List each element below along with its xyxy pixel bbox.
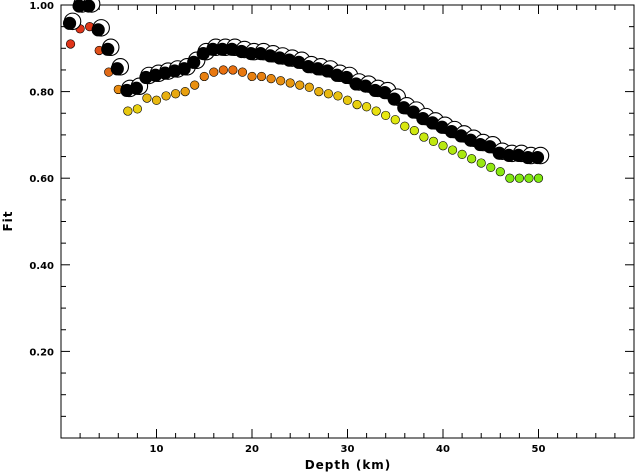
best-fit-data-point — [110, 58, 130, 76]
x-tick-label: 10 — [150, 444, 164, 455]
colored-data-point — [314, 86, 324, 97]
colored-data-point — [438, 141, 448, 151]
colored-data-point — [256, 71, 267, 82]
colored-data-point — [352, 99, 362, 110]
colored-data-point — [123, 106, 133, 116]
x-tick-label: 50 — [532, 444, 546, 455]
best-fit-data-point — [62, 12, 82, 31]
colored-data-point — [276, 76, 286, 86]
x-tick-label: 20 — [245, 444, 259, 455]
x-tick-label: 30 — [341, 444, 355, 455]
x-tick-label: 40 — [436, 444, 450, 455]
colored-data-point — [505, 173, 515, 183]
colored-data-point — [295, 80, 305, 90]
colored-data-point — [390, 115, 400, 125]
colored-data-point — [467, 154, 477, 164]
series-black-points — [62, 0, 550, 165]
colored-data-point — [447, 145, 458, 155]
colored-data-point — [419, 132, 429, 142]
colored-data-point — [333, 91, 343, 101]
best-fit-data-point — [101, 38, 120, 57]
colored-data-point — [142, 93, 152, 103]
colored-data-point — [171, 89, 181, 99]
colored-data-point — [323, 89, 334, 99]
colored-data-point — [428, 136, 439, 146]
colored-data-point — [209, 67, 219, 77]
axis-tick-labels: 10 20 30 40 50 0.20 0.40 0.60 0.80 1.00 — [29, 1, 545, 455]
colored-data-point — [524, 173, 534, 183]
colored-data-point — [486, 162, 496, 172]
axis-ticks — [61, 5, 634, 438]
colored-data-point — [514, 173, 525, 183]
colored-data-point — [476, 158, 486, 168]
colored-data-point — [409, 125, 419, 136]
series-colored-points — [65, 22, 544, 183]
x-axis-title: Depth (km) — [305, 458, 392, 472]
y-tick-label: 0.40 — [29, 261, 54, 272]
colored-data-point — [180, 86, 190, 97]
best-fit-data-point — [91, 19, 110, 37]
colored-data-point — [151, 95, 162, 105]
y-tick-label: 0.20 — [29, 347, 54, 358]
colored-data-point — [342, 95, 353, 105]
colored-data-point — [199, 71, 209, 82]
y-tick-label: 1.00 — [29, 1, 54, 12]
colored-data-point — [132, 104, 142, 114]
colored-data-point — [400, 121, 410, 131]
colored-data-point — [190, 80, 200, 90]
colored-data-point — [285, 78, 295, 88]
colored-data-point — [381, 110, 391, 121]
best-fit-data-point — [82, 0, 101, 13]
colored-data-point — [161, 91, 171, 101]
colored-data-point — [362, 102, 372, 112]
y-axis-title: Fit — [1, 210, 15, 231]
best-fit-data-point — [530, 146, 550, 165]
colored-data-point — [495, 167, 505, 177]
colored-data-point — [266, 74, 276, 84]
colored-data-point — [65, 39, 76, 49]
colored-data-point — [304, 82, 314, 92]
colored-data-point — [457, 149, 467, 159]
colored-data-point — [218, 65, 228, 75]
colored-data-point — [247, 71, 257, 82]
colored-data-point — [237, 67, 248, 77]
y-tick-label: 0.60 — [29, 174, 54, 185]
colored-data-point — [228, 65, 238, 75]
colored-data-point — [371, 106, 381, 116]
colored-data-point — [533, 173, 544, 183]
y-tick-label: 0.80 — [29, 88, 54, 99]
